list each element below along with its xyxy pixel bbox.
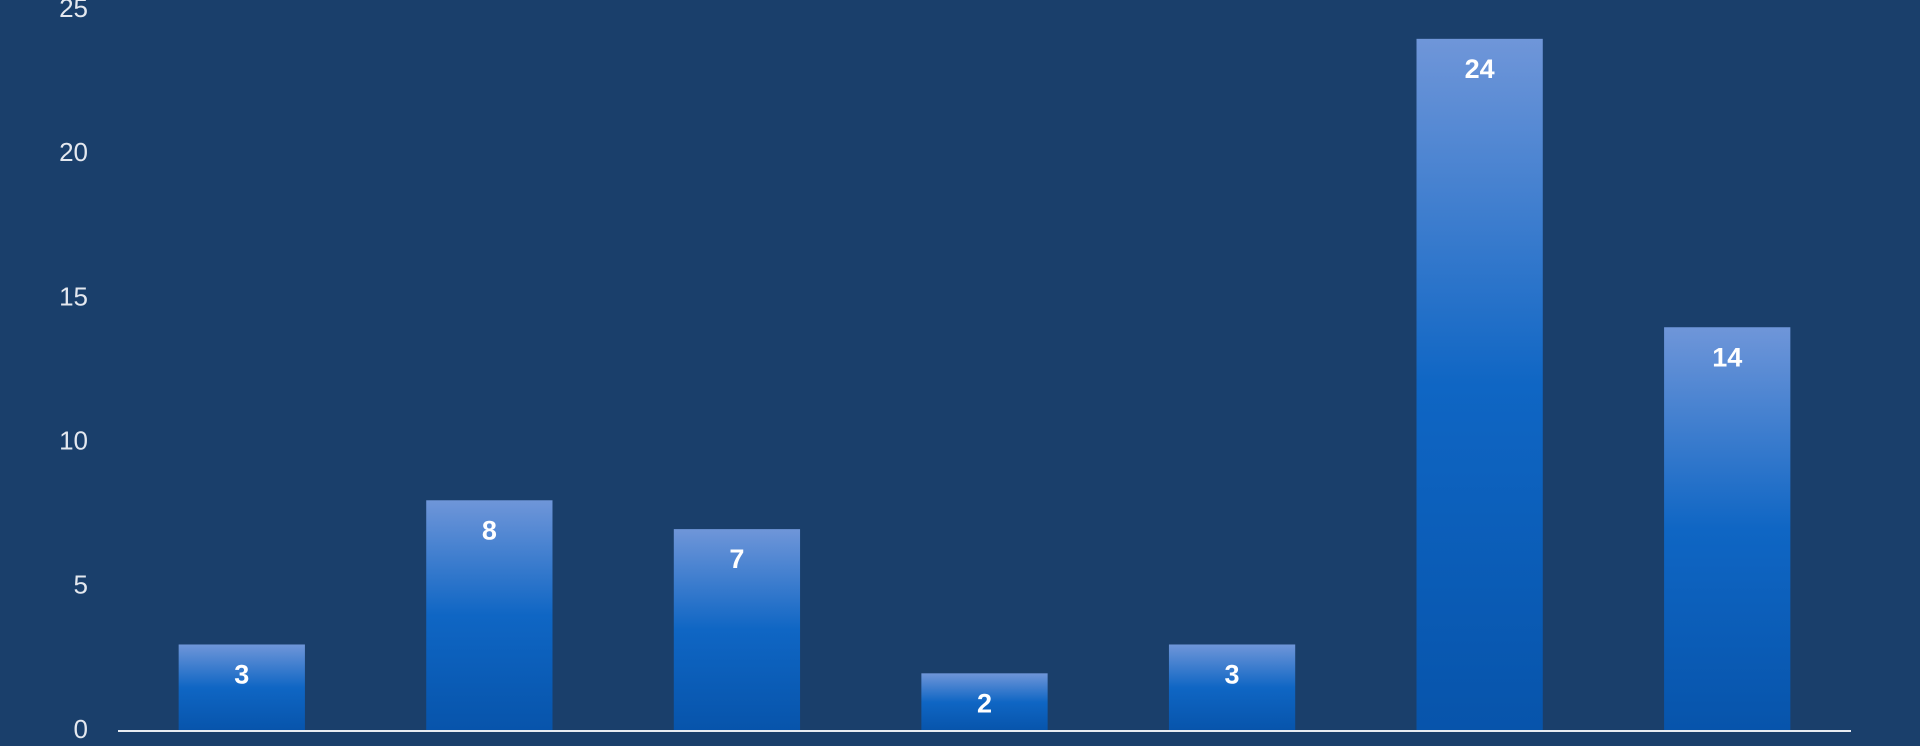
y-tick-label: 20 bbox=[59, 137, 88, 167]
bar bbox=[673, 529, 801, 731]
data-label: 7 bbox=[729, 544, 744, 574]
bar bbox=[1416, 38, 1543, 731]
bar bbox=[1664, 327, 1791, 731]
bar bbox=[921, 673, 1048, 731]
bar bbox=[1168, 644, 1296, 731]
bar bbox=[178, 644, 305, 731]
data-label: 2 bbox=[977, 688, 992, 718]
data-label: 24 bbox=[1465, 54, 1495, 84]
data-label: 14 bbox=[1712, 342, 1742, 372]
data-label: 8 bbox=[482, 515, 497, 545]
data-label: 3 bbox=[234, 660, 249, 690]
y-tick-label: 0 bbox=[74, 714, 88, 744]
bar bbox=[426, 500, 553, 731]
y-tick-label: 15 bbox=[59, 281, 88, 311]
y-tick-label: 25 bbox=[59, 0, 88, 23]
y-tick-label: 10 bbox=[59, 425, 88, 455]
data-label: 3 bbox=[1225, 660, 1240, 690]
y-tick-label: 5 bbox=[74, 570, 88, 600]
